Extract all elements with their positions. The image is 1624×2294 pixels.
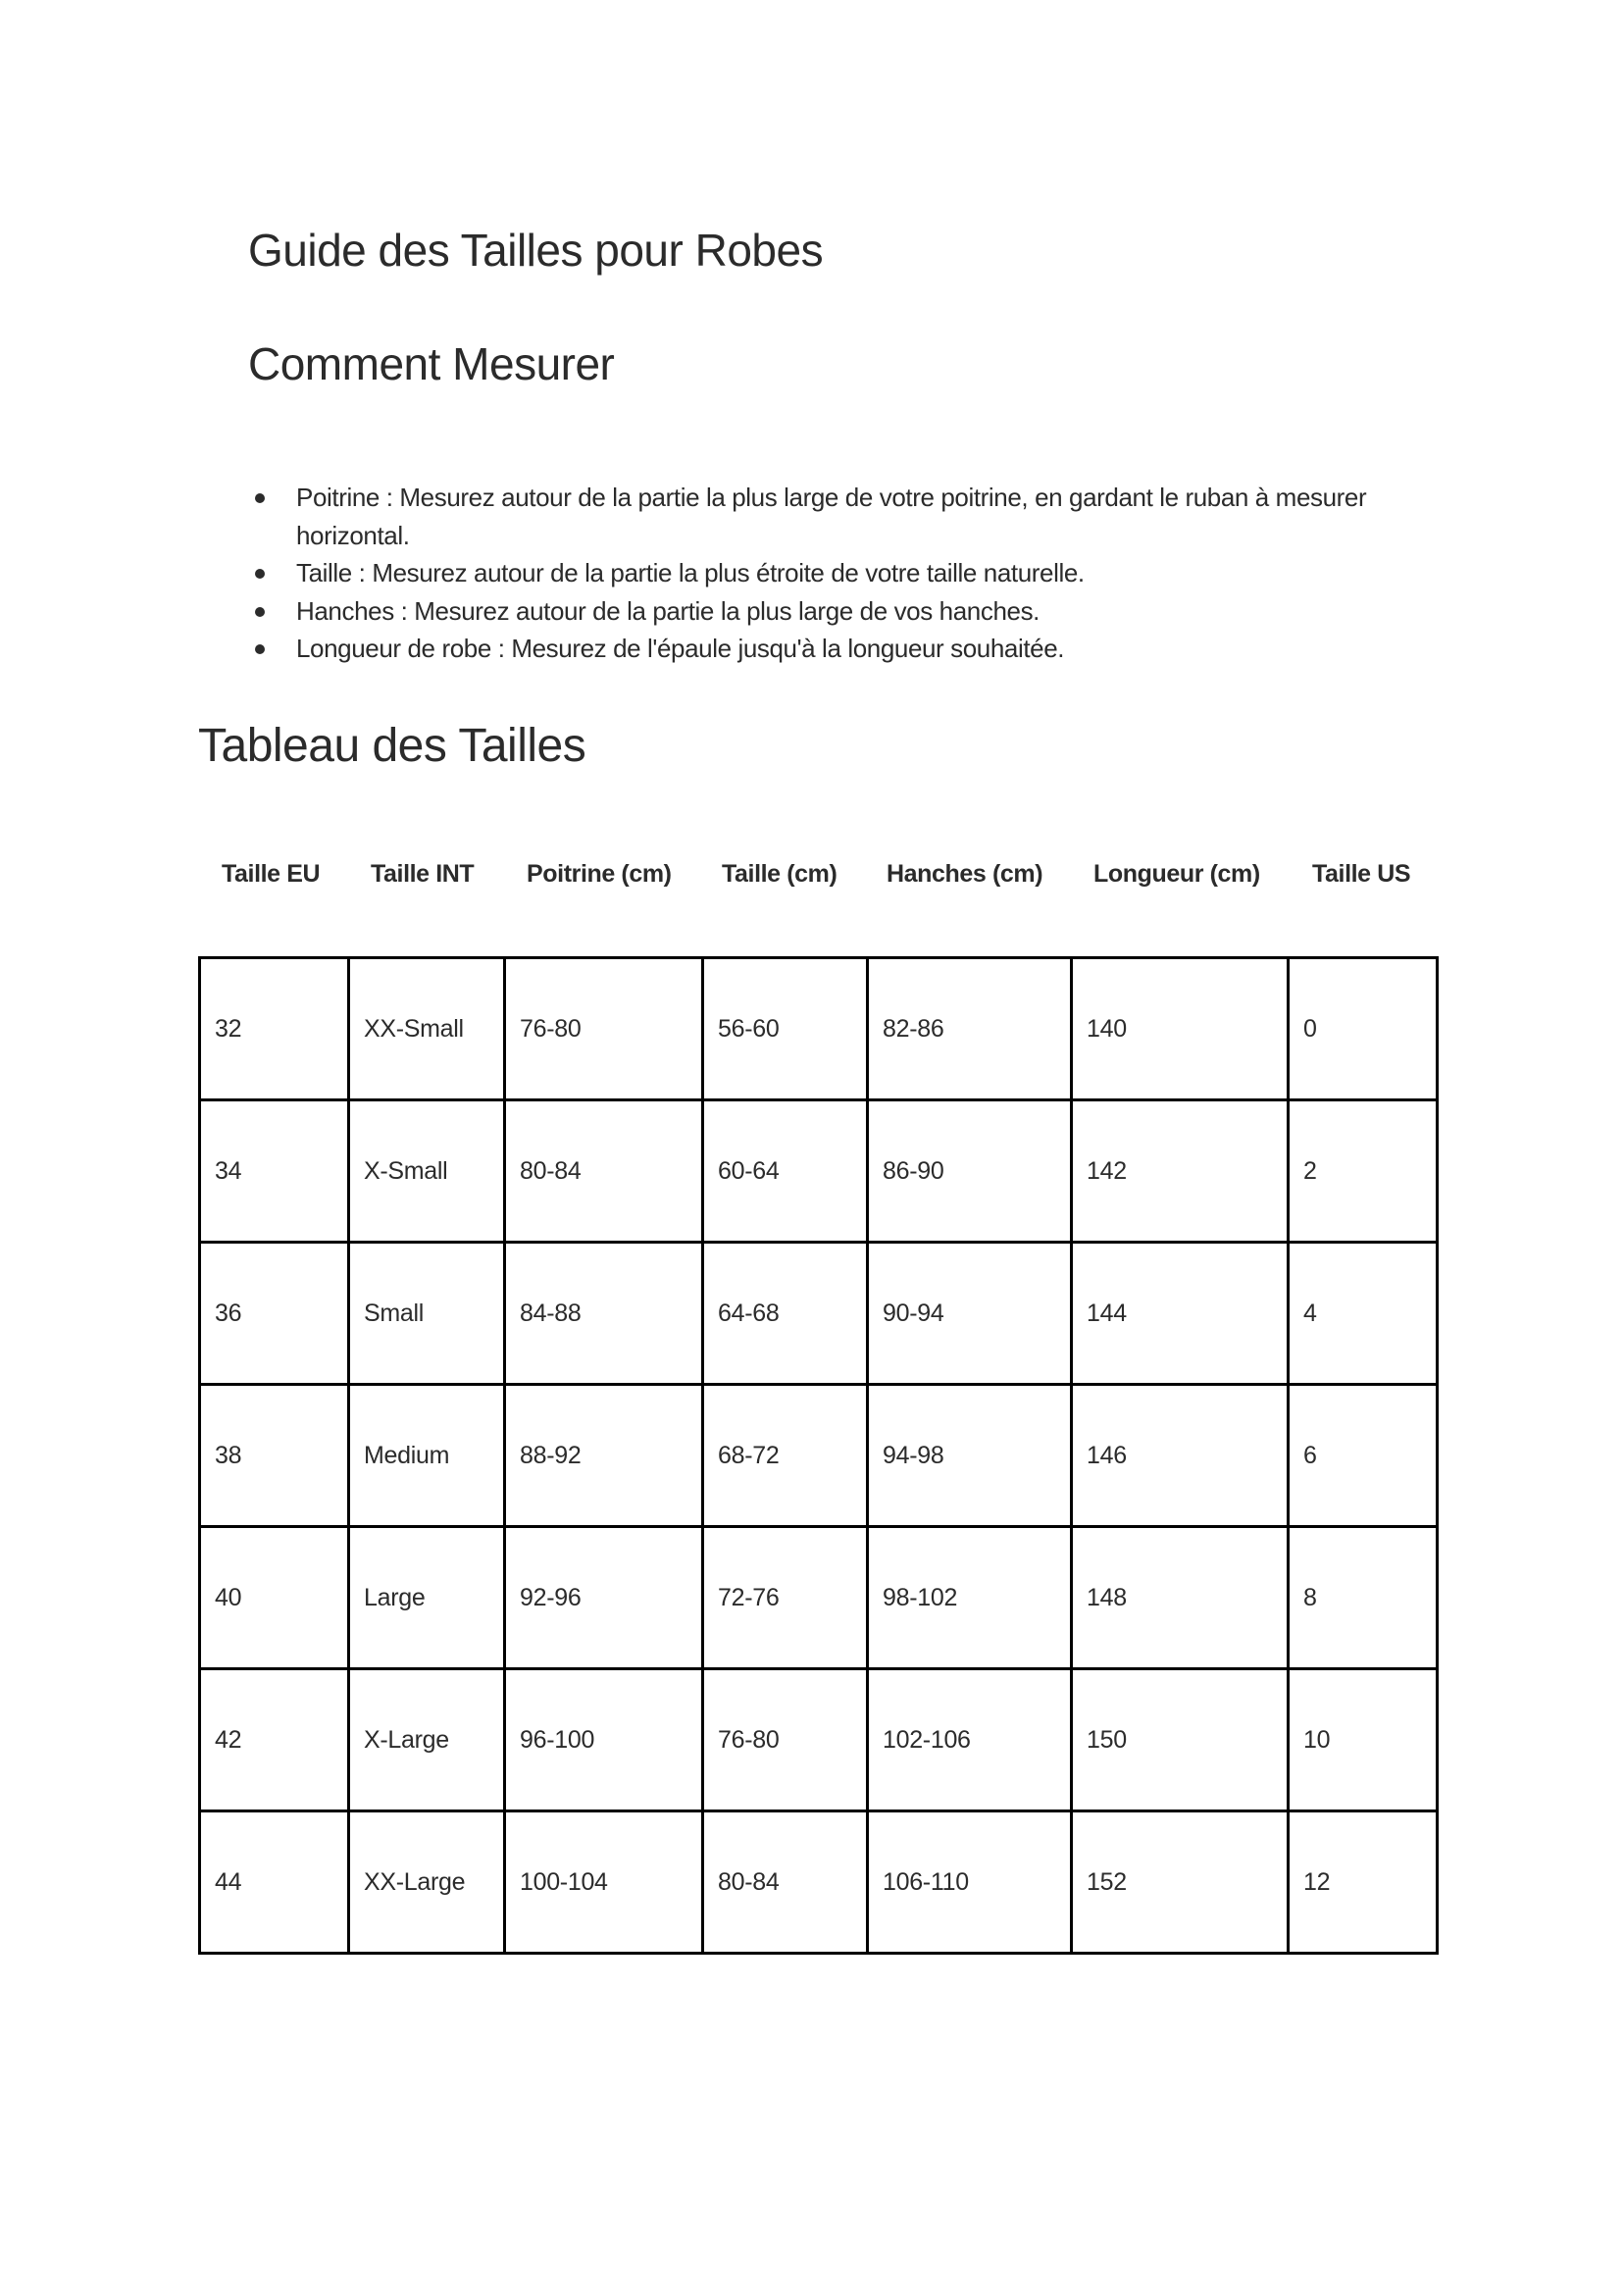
table-cell: 90-94 [866, 1241, 1073, 1386]
table-cell: 32 [198, 956, 350, 1101]
table-cell: 92-96 [503, 1525, 704, 1670]
table-cell: Medium [347, 1383, 506, 1528]
column-header: Taille EU [222, 860, 321, 888]
table-cell: 80-84 [701, 1810, 869, 1955]
column-header: Taille (cm) [722, 860, 837, 888]
table-cell: Small [347, 1241, 506, 1386]
table-cell: 12 [1287, 1810, 1439, 1955]
page-title: Guide des Tailles pour Robes [248, 225, 824, 276]
table-cell: 0 [1287, 956, 1439, 1101]
measure-instructions-list: Poitrine : Mesurez autour de la partie l… [255, 479, 1432, 668]
table-cell: 152 [1070, 1810, 1290, 1955]
table-cell: 8 [1287, 1525, 1439, 1670]
table-cell: 150 [1070, 1667, 1290, 1812]
table-cell: 142 [1070, 1098, 1290, 1244]
table-cell: 72-76 [701, 1525, 869, 1670]
table-row: 40 Large 92-96 72-76 98-102 148 8 [198, 1525, 1439, 1670]
table-cell: Large [347, 1525, 506, 1670]
table-cell: 94-98 [866, 1383, 1073, 1528]
bullet-icon [255, 569, 265, 579]
table-cell: 96-100 [503, 1667, 704, 1812]
table-row: 34 X-Small 80-84 60-64 86-90 142 2 [198, 1098, 1439, 1244]
bullet-icon [255, 493, 265, 503]
table-cell: 88-92 [503, 1383, 704, 1528]
list-item: Longueur de robe : Mesurez de l'épaule j… [255, 630, 1432, 668]
table-cell: 82-86 [866, 956, 1073, 1101]
column-header: Longueur (cm) [1093, 860, 1260, 888]
table-cell: 56-60 [701, 956, 869, 1101]
size-chart-table: 32 XX-Small 76-80 56-60 82-86 140 0 34 X-Small 80… [198, 956, 1439, 1955]
bullet-icon [255, 606, 265, 617]
table-cell: 80-84 [503, 1098, 704, 1244]
table-cell: 86-90 [866, 1098, 1073, 1244]
table-cell: X-Small [347, 1098, 506, 1244]
list-item: Poitrine : Mesurez autour de la partie l… [255, 479, 1432, 554]
table-cell: 100-104 [503, 1810, 704, 1955]
table-cell: 36 [198, 1241, 350, 1386]
column-header: Poitrine (cm) [527, 860, 672, 888]
section-heading-size-chart: Tableau des Tailles [198, 720, 586, 772]
table-cell: 2 [1287, 1098, 1439, 1244]
list-item: Taille : Mesurez autour de la partie la … [255, 554, 1432, 592]
table-cell: 68-72 [701, 1383, 869, 1528]
table-row: 42 X-Large 96-100 76-80 102-106 150 10 [198, 1667, 1439, 1812]
column-header: Taille INT [371, 860, 475, 888]
table-cell: X-Large [347, 1667, 506, 1812]
column-header: Hanches (cm) [887, 860, 1043, 888]
bullet-icon [255, 644, 265, 654]
table-cell: XX-Large [347, 1810, 506, 1955]
table-row: 44 XX-Large 100-104 80-84 106-110 152 12 [198, 1810, 1439, 1955]
table-cell: 102-106 [866, 1667, 1073, 1812]
table-row: 36 Small 84-88 64-68 90-94 144 4 [198, 1241, 1439, 1386]
table-cell: 148 [1070, 1525, 1290, 1670]
table-cell: 140 [1070, 956, 1290, 1101]
table-cell: 144 [1070, 1241, 1290, 1386]
table-cell: 10 [1287, 1667, 1439, 1812]
table-cell: 4 [1287, 1241, 1439, 1386]
table-cell: 60-64 [701, 1098, 869, 1244]
table-cell: 64-68 [701, 1241, 869, 1386]
table-cell: 106-110 [866, 1810, 1073, 1955]
table-cell: 84-88 [503, 1241, 704, 1386]
column-header: Taille US [1312, 860, 1411, 888]
table-cell: XX-Small [347, 956, 506, 1101]
section-heading-how-to-measure: Comment Mesurer [248, 338, 615, 389]
table-cell: 146 [1070, 1383, 1290, 1528]
table-cell: 6 [1287, 1383, 1439, 1528]
table-row: 32 XX-Small 76-80 56-60 82-86 140 0 [198, 956, 1439, 1101]
table-cell: 98-102 [866, 1525, 1073, 1670]
table-cell: 44 [198, 1810, 350, 1955]
table-cell: 76-80 [701, 1667, 869, 1812]
table-cell: 76-80 [503, 956, 704, 1101]
list-item: Hanches : Mesurez autour de la partie la… [255, 592, 1432, 631]
table-cell: 38 [198, 1383, 350, 1528]
table-cell: 34 [198, 1098, 350, 1244]
table-cell: 42 [198, 1667, 350, 1812]
table-row: 38 Medium 88-92 68-72 94-98 146 6 [198, 1383, 1439, 1528]
table-cell: 40 [198, 1525, 350, 1670]
